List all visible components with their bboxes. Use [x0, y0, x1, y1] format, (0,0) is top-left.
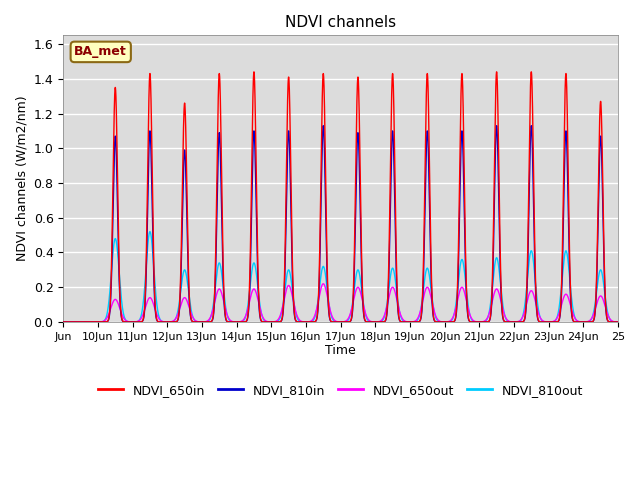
X-axis label: Time: Time [325, 345, 356, 358]
Text: BA_met: BA_met [74, 46, 127, 59]
Title: NDVI channels: NDVI channels [285, 15, 396, 30]
Y-axis label: NDVI channels (W/m2/nm): NDVI channels (W/m2/nm) [15, 96, 28, 262]
Legend: NDVI_650in, NDVI_810in, NDVI_650out, NDVI_810out: NDVI_650in, NDVI_810in, NDVI_650out, NDV… [93, 379, 588, 402]
